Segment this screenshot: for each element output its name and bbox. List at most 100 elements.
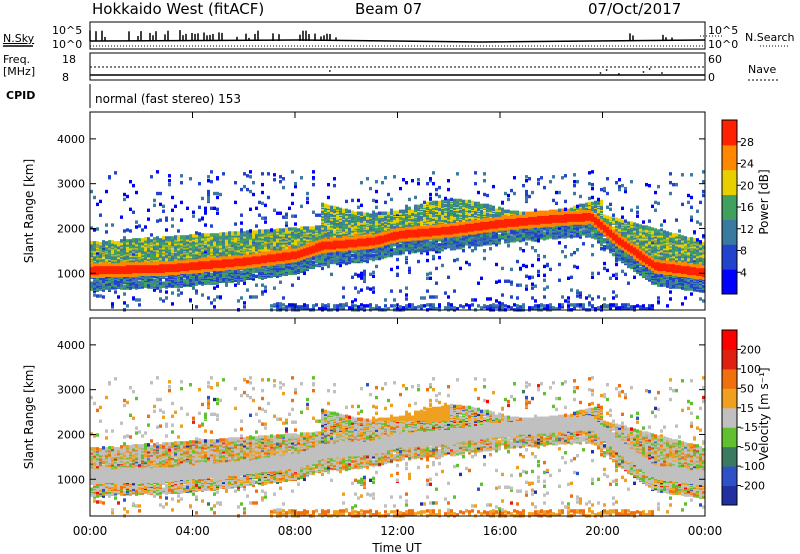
power-cell xyxy=(219,232,222,235)
power-cell xyxy=(234,231,237,234)
power-cell xyxy=(285,305,288,308)
power-cell xyxy=(219,193,222,196)
power-cell xyxy=(231,231,234,234)
power-cell xyxy=(222,172,225,175)
power-cell xyxy=(273,271,276,274)
power-cell xyxy=(312,261,315,264)
power-cell xyxy=(168,183,171,186)
power-cell xyxy=(297,277,300,280)
freq-panel xyxy=(90,53,778,80)
power-cell xyxy=(255,245,258,248)
power-cell xyxy=(225,232,228,235)
power-cell xyxy=(171,236,174,239)
power-cell xyxy=(333,304,336,307)
power-cell xyxy=(153,204,156,207)
power-cell xyxy=(102,295,105,298)
power-cell xyxy=(342,209,345,212)
power-cell xyxy=(279,302,282,305)
power-cell xyxy=(252,295,255,298)
power-cell xyxy=(333,230,336,233)
power-cell xyxy=(396,258,399,261)
power-cell xyxy=(336,222,339,225)
power-cell xyxy=(306,304,309,307)
power-cell xyxy=(372,199,375,202)
power-cell xyxy=(174,235,177,238)
power-cell xyxy=(291,267,294,270)
power-cell xyxy=(333,184,336,187)
power-cell xyxy=(360,288,363,291)
power-cell xyxy=(153,199,156,202)
power-cell xyxy=(255,275,258,278)
power-cell xyxy=(249,190,252,193)
power-cell xyxy=(315,214,318,217)
power-cell xyxy=(267,196,270,199)
power-cell xyxy=(195,289,198,292)
power-cell xyxy=(240,214,243,217)
power-cell xyxy=(357,221,360,224)
power-cell xyxy=(306,197,309,200)
power-cell xyxy=(351,258,354,261)
power-cell xyxy=(300,226,303,229)
power-cell xyxy=(315,255,318,258)
power-cell xyxy=(393,211,396,214)
power-cell xyxy=(156,192,159,195)
power-cell xyxy=(141,282,144,285)
power-cell xyxy=(216,284,219,287)
power-cell xyxy=(150,233,153,236)
power-cell xyxy=(375,213,378,216)
power-cell xyxy=(294,182,297,185)
power-cell xyxy=(366,213,369,216)
power-cell xyxy=(393,298,396,301)
power-cell xyxy=(255,295,258,298)
power-cell xyxy=(189,298,192,301)
power-cell xyxy=(249,175,252,178)
power-cell xyxy=(207,193,210,196)
power-cell xyxy=(102,282,105,285)
power-cell xyxy=(234,243,237,246)
power-cell xyxy=(396,266,399,269)
power-cell xyxy=(357,274,360,277)
power-cell xyxy=(249,295,252,298)
power-cell xyxy=(348,210,351,213)
power-cell xyxy=(342,257,345,260)
power-cell xyxy=(111,302,114,305)
power-cell xyxy=(222,232,225,235)
power-cell xyxy=(357,212,360,215)
power-cell xyxy=(234,222,237,225)
power-cell xyxy=(123,193,126,196)
power-cell xyxy=(354,273,357,276)
power-cell xyxy=(192,286,195,289)
power-cell xyxy=(303,272,306,275)
power-cell xyxy=(207,179,210,182)
power-cell xyxy=(195,305,198,308)
power-cell xyxy=(216,250,219,253)
power-cell xyxy=(177,238,180,241)
power-cell xyxy=(120,280,123,283)
power-cell xyxy=(99,242,102,245)
power-cell xyxy=(138,224,141,227)
power-cell xyxy=(105,223,108,226)
power-cell xyxy=(351,199,354,202)
power-cell xyxy=(237,270,240,273)
power-cell xyxy=(123,229,126,232)
power-cell xyxy=(159,218,162,221)
power-cell xyxy=(213,281,216,284)
power-cell xyxy=(345,257,348,260)
power-cell xyxy=(327,225,330,228)
power-cell xyxy=(240,296,243,299)
power-cell xyxy=(273,178,276,181)
power-cell xyxy=(135,225,138,228)
power-cell xyxy=(126,228,129,231)
power-cell xyxy=(363,304,366,307)
power-cell xyxy=(363,279,366,282)
power-cell xyxy=(225,279,228,282)
power-cell xyxy=(165,216,168,219)
power-cell xyxy=(354,212,357,215)
power-cell xyxy=(378,225,381,228)
power-cell xyxy=(123,257,126,260)
power-cell xyxy=(186,235,189,238)
power-cell xyxy=(291,193,294,196)
power-cell xyxy=(135,283,138,286)
power-cell xyxy=(291,202,294,205)
